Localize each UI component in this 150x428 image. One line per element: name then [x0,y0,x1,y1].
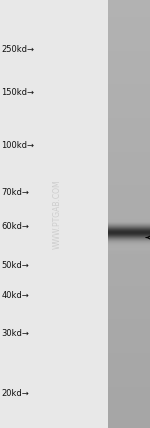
Text: 30kd→: 30kd→ [2,329,29,339]
Text: 150kd→: 150kd→ [2,87,34,97]
Text: 40kd→: 40kd→ [2,291,29,300]
Text: 70kd→: 70kd→ [2,188,29,197]
Text: 250kd→: 250kd→ [2,45,34,54]
Text: WWW.PTGAB.COM: WWW.PTGAB.COM [52,179,62,249]
Text: 50kd→: 50kd→ [2,261,29,270]
Text: 20kd→: 20kd→ [2,389,29,398]
Text: 100kd→: 100kd→ [2,141,34,150]
Text: 60kd→: 60kd→ [2,222,29,232]
